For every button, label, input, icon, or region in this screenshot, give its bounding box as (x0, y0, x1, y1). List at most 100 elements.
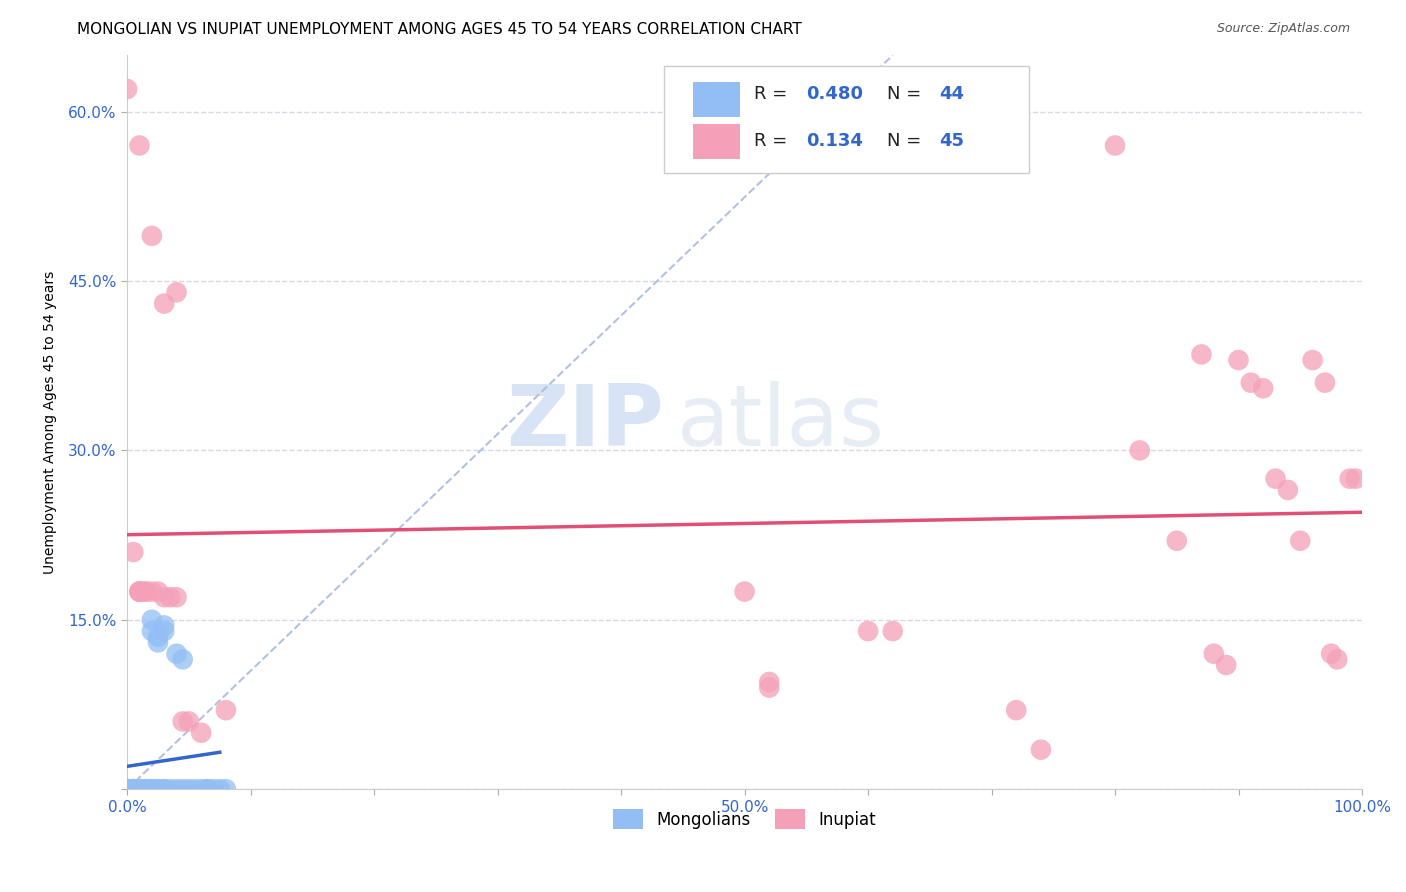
FancyBboxPatch shape (664, 66, 1029, 172)
Point (115, 782, 138, 797)
Point (166, 782, 188, 797)
Point (1313, 376, 1336, 390)
Point (128, 138, 150, 153)
Point (122, 782, 145, 797)
Point (128, 782, 150, 797)
Point (208, 782, 231, 797)
Point (122, 545, 145, 559)
Point (190, 782, 212, 797)
Point (172, 714, 194, 729)
Point (141, 624, 163, 639)
Point (177, 782, 200, 797)
Point (146, 584, 169, 599)
Point (1302, 353, 1324, 368)
Point (197, 782, 219, 797)
Point (734, 584, 756, 599)
Text: Source: ZipAtlas.com: Source: ZipAtlas.com (1216, 22, 1350, 36)
Point (1227, 353, 1250, 368)
Point (172, 782, 194, 797)
Point (141, 782, 163, 797)
Point (166, 591, 188, 605)
Point (135, 782, 157, 797)
Point (122, 782, 145, 797)
Text: 0.480: 0.480 (806, 85, 863, 103)
Point (115, 782, 138, 797)
Point (177, 714, 200, 729)
Point (141, 584, 163, 599)
Point (159, 782, 181, 797)
Point (1320, 647, 1343, 661)
Point (153, 296, 176, 310)
Text: R =: R = (755, 85, 793, 103)
Bar (693, 82, 740, 118)
Text: 44: 44 (939, 85, 965, 103)
Point (128, 584, 150, 599)
Point (882, 624, 904, 639)
Point (153, 782, 176, 797)
Point (122, 782, 145, 797)
Point (1202, 647, 1225, 661)
Point (128, 584, 150, 599)
Point (1005, 703, 1028, 717)
Point (146, 782, 169, 797)
Point (1251, 381, 1274, 395)
Point (1326, 652, 1348, 666)
Point (1166, 533, 1188, 548)
Point (1104, 138, 1126, 153)
Point (215, 703, 238, 717)
Text: MONGOLIAN VS INUPIAT UNEMPLOYMENT AMONG AGES 45 TO 54 YEARS CORRELATION CHART: MONGOLIAN VS INUPIAT UNEMPLOYMENT AMONG … (77, 22, 801, 37)
Point (141, 613, 163, 627)
Point (758, 681, 780, 695)
Text: ZIP: ZIP (506, 381, 664, 464)
Point (1344, 472, 1367, 486)
Point (128, 584, 150, 599)
Point (153, 624, 176, 639)
Point (153, 591, 176, 605)
Point (146, 782, 169, 797)
Text: N =: N = (887, 132, 927, 150)
Point (153, 618, 176, 632)
Point (135, 584, 157, 599)
Bar (693, 124, 740, 159)
Y-axis label: Unemployment Among Ages 45 to 54 years: Unemployment Among Ages 45 to 54 years (44, 270, 58, 574)
Point (128, 782, 150, 797)
Point (856, 624, 879, 639)
Point (135, 782, 157, 797)
Point (1029, 742, 1052, 756)
Text: 45: 45 (939, 132, 965, 150)
Point (115, 782, 138, 797)
Text: 0.134: 0.134 (806, 132, 863, 150)
Point (1240, 376, 1263, 390)
Point (115, 782, 138, 797)
Point (1289, 533, 1312, 548)
Point (172, 652, 194, 666)
Point (153, 782, 176, 797)
Point (166, 647, 188, 661)
Point (1215, 658, 1237, 673)
Point (146, 630, 169, 644)
Point (115, 782, 138, 797)
Point (1191, 347, 1213, 361)
Point (197, 782, 219, 797)
Point (184, 782, 207, 797)
Text: R =: R = (755, 132, 799, 150)
Point (122, 782, 145, 797)
Point (1277, 483, 1299, 497)
Point (115, 782, 138, 797)
Point (141, 782, 163, 797)
Point (115, 782, 138, 797)
Point (1339, 472, 1361, 486)
Point (135, 584, 157, 599)
Text: N =: N = (887, 85, 927, 103)
Point (141, 228, 163, 243)
Point (128, 782, 150, 797)
Legend: Mongolians, Inupiat: Mongolians, Inupiat (606, 802, 883, 836)
Point (115, 782, 138, 797)
Point (146, 635, 169, 649)
Point (202, 782, 225, 797)
Point (115, 782, 138, 797)
Point (166, 285, 188, 300)
Text: atlas: atlas (676, 381, 884, 464)
Point (1129, 443, 1152, 458)
Point (115, 782, 138, 797)
